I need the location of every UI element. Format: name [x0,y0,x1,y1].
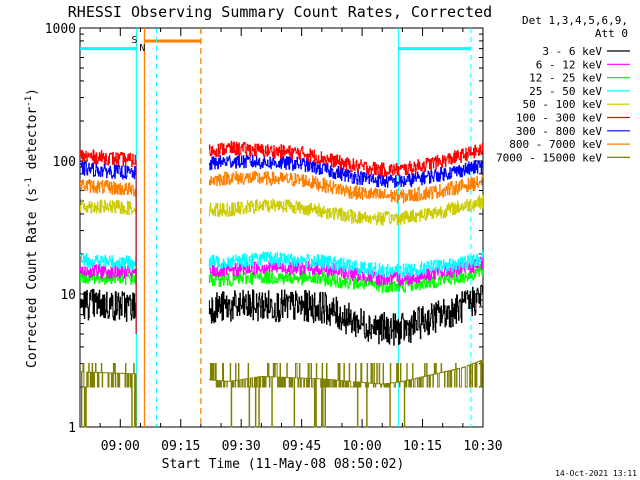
legend-entry-label: 100 - 300 keV [516,112,602,125]
y-axis-label: Corrected Count Rate (s-1 detector-1) [24,88,40,368]
legend-header-line-1: Det 1,3,4,5,6,9, [522,14,628,27]
flags-layer: S N [80,28,472,427]
y-tick-label: 1 [68,421,76,436]
x-tick-label: 10:15 [403,439,442,454]
y-tick-label: 1000 [45,22,76,37]
series-line [80,284,484,346]
legend-entry-label: 25 - 50 keV [529,85,602,98]
y-axis-label-main: Corrected Count Rate (s [25,188,40,368]
x-tick-label: 09:30 [222,439,261,454]
series-line [80,140,484,334]
timestamp: 14-Oct-2021 13:11 [555,469,637,478]
x-tick-label: 10:00 [343,439,382,454]
chart-title: RHESSI Observing Summary Count Rates, Co… [68,3,492,21]
legend-entry-label: 800 - 7000 keV [509,138,602,151]
x-axis-ticks: 09:00 09:15 09:30 09:45 10:00 10:15 10:30 [79,28,503,454]
legend-entry-label: 7000 - 15000 keV [496,151,602,164]
series-layer [80,140,484,428]
series-line [80,250,484,334]
plot-frame [79,27,484,428]
y-axis-label-sup-1: -1 [24,177,34,188]
y-axis-label-mid: detector [25,107,40,178]
series-line [80,359,484,428]
legend-entry-label: 300 - 800 keV [516,125,602,138]
night-marker-label: N [139,43,145,54]
y-tick-label: 100 [53,155,76,170]
series-line [80,170,484,334]
legend-entry-label: 6 - 12 keV [536,58,603,71]
series-line [80,154,484,334]
x-tick-label: 10:30 [463,439,502,454]
y-tick-label: 10 [60,288,76,303]
plot-area [79,27,484,428]
legend-header-line-2: Att 0 [595,27,628,40]
legend-entry-label: 12 - 25 keV [529,72,602,85]
x-axis-label: Start Time (11-May-08 08:50:02) [162,457,405,472]
legend-entry-label: 50 - 100 keV [523,98,603,111]
y-axis-label-sup-2: -1 [24,96,34,107]
saa-marker-label: S [131,35,137,46]
legend-entry-label: 3 - 6 keV [542,45,602,58]
x-tick-label: 09:45 [282,439,321,454]
series-line [80,194,484,226]
x-tick-label: 09:15 [161,439,200,454]
y-axis-ticks: 1 10 100 1000 [45,22,483,436]
x-tick-label: 09:00 [101,439,140,454]
y-axis-label-end: ) [25,88,40,96]
